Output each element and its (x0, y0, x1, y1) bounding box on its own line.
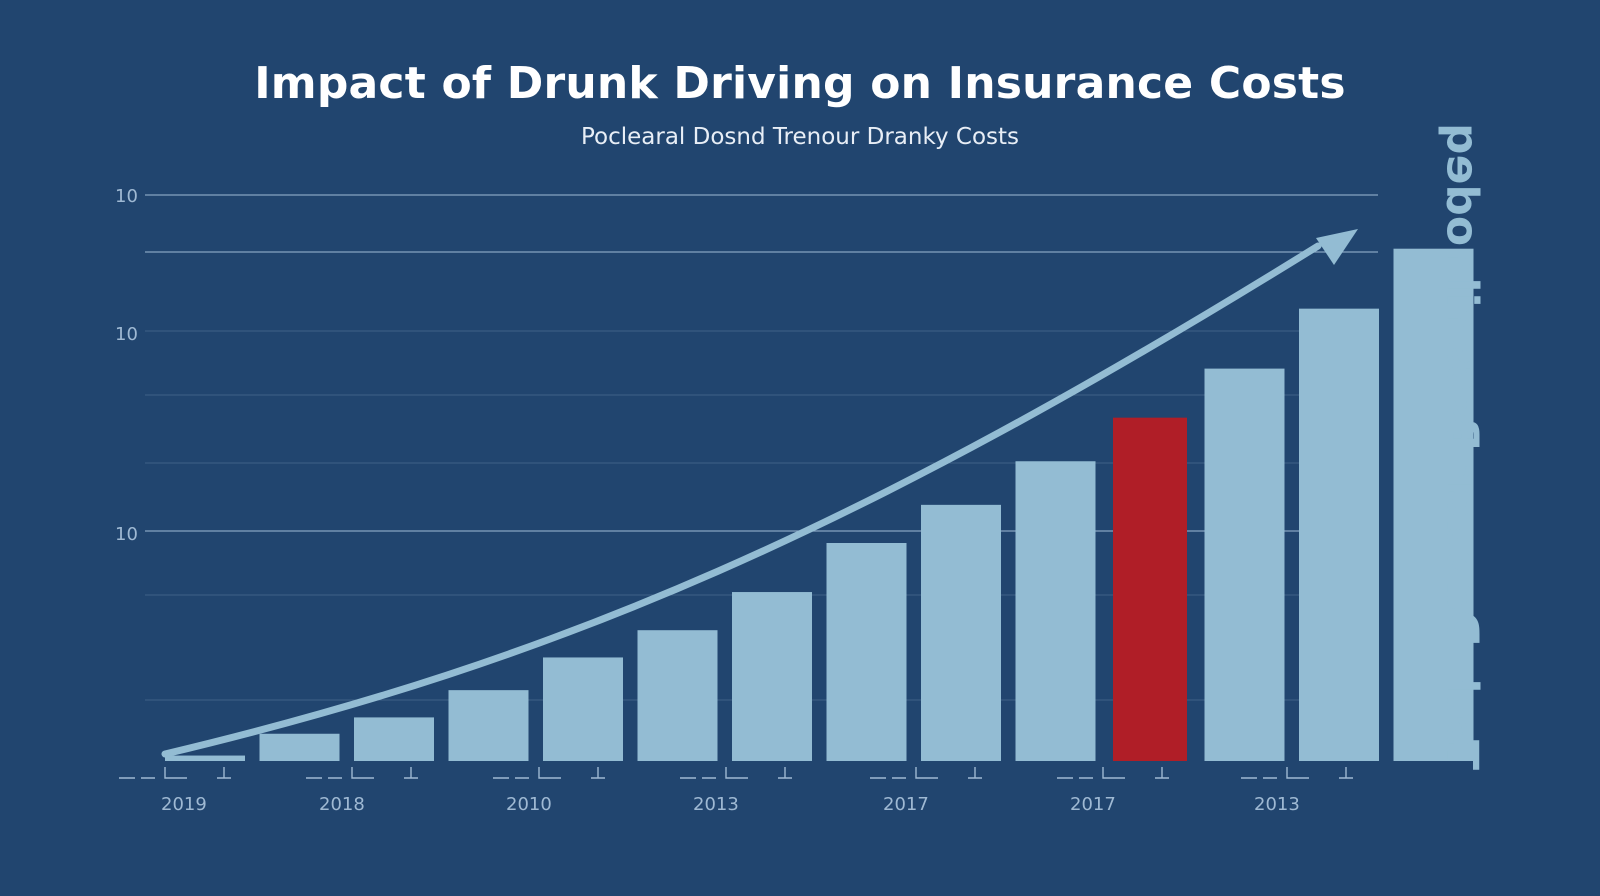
bar (826, 543, 907, 761)
x-tick-marks (306, 767, 418, 779)
x-tick-marks (870, 767, 982, 779)
bar (448, 690, 529, 761)
x-tick-label: 2013 (1254, 794, 1300, 815)
bar (1393, 248, 1474, 761)
y-axis-ticks: 10 10 10 (115, 186, 138, 545)
chart-subtitle: Poclearal Dosnd Trenour Dranky Costs (580, 124, 1020, 150)
chart-title: Impact of Drunk Driving on Insurance Cos… (254, 58, 1346, 109)
y-tick-label: 10 (115, 186, 138, 207)
y-tick-label: 10 (115, 524, 138, 545)
x-tick-label: 2019 (161, 794, 207, 815)
x-axis-ticks: 2019 2018 2010 2013 2017 2017 2013 (119, 767, 1353, 815)
bar (354, 717, 434, 761)
x-tick-label: 2013 (693, 794, 739, 815)
x-tick-label: 2017 (1070, 794, 1116, 815)
bar (1204, 368, 1285, 761)
x-tick-marks (1057, 767, 1169, 779)
bar (1299, 308, 1379, 761)
bar-highlighted (1113, 417, 1187, 761)
bar (637, 630, 718, 761)
trend-arrow-head (1316, 229, 1358, 265)
bar (165, 755, 245, 761)
x-tick-label: 2017 (883, 794, 929, 815)
bar (1015, 461, 1096, 761)
y-tick-label: 10 (115, 324, 138, 345)
bars (165, 248, 1474, 761)
x-tick-label: 2018 (319, 794, 365, 815)
side-axis-label: Tsch Dapuer Bsssnilnodeq (1436, 123, 1488, 770)
trend-arrow-line (161, 242, 1322, 758)
x-tick-marks (1241, 767, 1353, 779)
trend-arrow (161, 229, 1358, 758)
bar (921, 504, 1001, 761)
bar (543, 657, 623, 761)
bar (732, 592, 812, 761)
x-tick-marks (680, 767, 792, 779)
x-tick-label: 2010 (506, 794, 552, 815)
bar (259, 733, 340, 761)
x-tick-marks (493, 767, 605, 779)
x-tick-marks (119, 767, 231, 779)
